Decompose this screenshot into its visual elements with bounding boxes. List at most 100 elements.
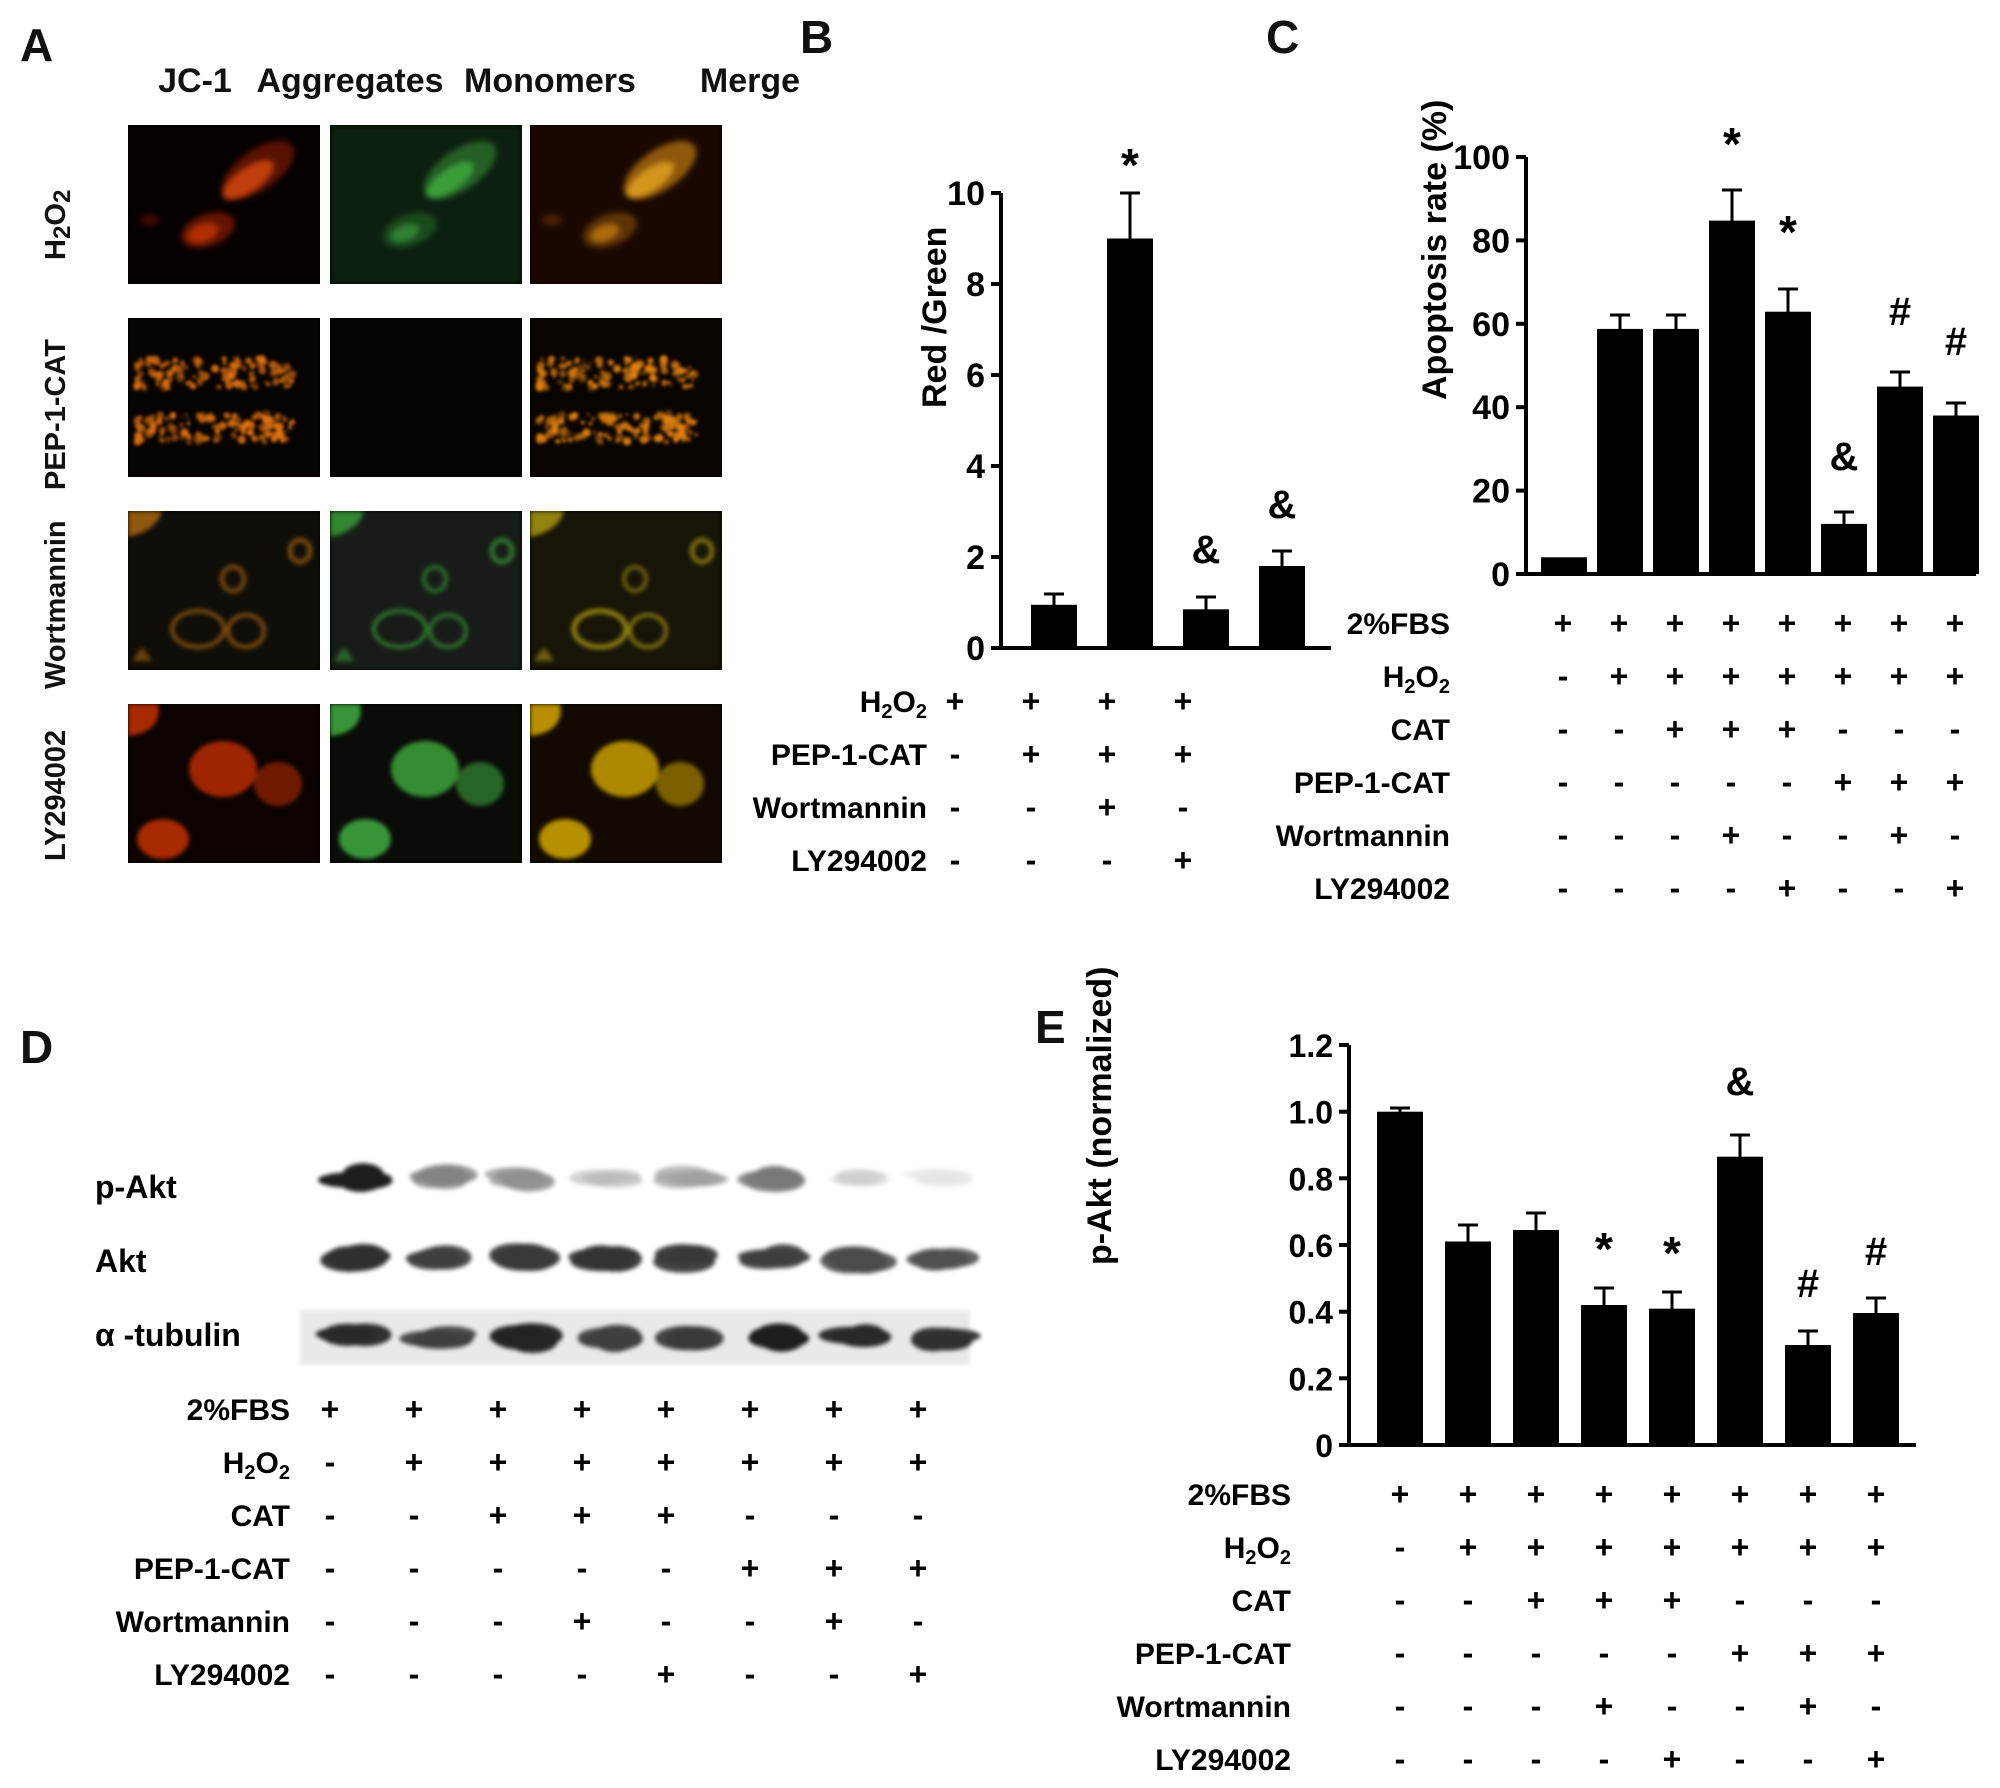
svg-text:-: - — [1531, 1635, 1542, 1671]
svg-text:-: - — [1614, 764, 1625, 800]
svg-text:-: - — [493, 1603, 504, 1639]
svg-text:-: - — [1463, 1741, 1474, 1777]
svg-text:+: + — [1799, 1635, 1818, 1671]
svg-text:+: + — [489, 1391, 508, 1427]
svg-text:+: + — [1946, 658, 1965, 694]
svg-text:-: - — [1838, 817, 1849, 853]
svg-text:-: - — [950, 736, 961, 772]
svg-text:+: + — [657, 1391, 676, 1427]
svg-text:-: - — [1803, 1741, 1814, 1777]
svg-text:-: - — [325, 1603, 336, 1639]
svg-text:*: * — [1779, 206, 1797, 258]
svg-text:+: + — [1890, 605, 1909, 641]
svg-text:CAT: CAT — [1232, 1585, 1291, 1618]
svg-text:Wortmannin: Wortmannin — [753, 792, 927, 825]
svg-text:-: - — [577, 1656, 588, 1692]
svg-text:+: + — [1834, 764, 1853, 800]
svg-text:+: + — [1799, 1688, 1818, 1724]
svg-text:4: 4 — [966, 448, 985, 486]
svg-text:0.2: 0.2 — [1289, 1361, 1333, 1397]
svg-text:-: - — [1463, 1688, 1474, 1724]
svg-text:-: - — [1395, 1582, 1406, 1618]
svg-text:+: + — [1527, 1582, 1546, 1618]
svg-text:-: - — [661, 1603, 672, 1639]
svg-text:+: + — [657, 1656, 676, 1692]
svg-text:+: + — [1867, 1529, 1886, 1565]
svg-text:-: - — [409, 1603, 420, 1639]
svg-text:+: + — [825, 1444, 844, 1480]
svg-text:+: + — [1799, 1529, 1818, 1565]
svg-text:CAT: CAT — [231, 1500, 290, 1533]
svg-text:+: + — [1722, 711, 1741, 747]
svg-text:+: + — [1778, 870, 1797, 906]
svg-text:&: & — [1726, 1060, 1755, 1104]
svg-text:*: * — [1121, 139, 1139, 191]
svg-text:-: - — [1726, 764, 1737, 800]
svg-text:#: # — [1865, 1230, 1887, 1274]
svg-text:-: - — [661, 1550, 672, 1586]
svg-text:+: + — [1174, 736, 1193, 772]
svg-text:-: - — [913, 1603, 924, 1639]
svg-text:*: * — [1595, 1223, 1613, 1275]
svg-text:-: - — [1735, 1741, 1746, 1777]
svg-text:LY294002: LY294002 — [154, 1659, 290, 1692]
svg-text:+: + — [573, 1391, 592, 1427]
svg-text:+: + — [1946, 870, 1965, 906]
svg-text:10: 10 — [947, 175, 985, 213]
svg-text:2: 2 — [966, 539, 985, 577]
svg-text:+: + — [1459, 1476, 1478, 1512]
svg-text:+: + — [1731, 1529, 1750, 1565]
svg-text:PEP-1-CAT: PEP-1-CAT — [1294, 767, 1450, 800]
svg-text:PEP-1-CAT: PEP-1-CAT — [771, 739, 927, 772]
svg-text:+: + — [1595, 1476, 1614, 1512]
svg-text:-: - — [1463, 1582, 1474, 1618]
svg-text:-: - — [1026, 789, 1037, 825]
svg-text:+: + — [657, 1497, 676, 1533]
svg-text:+: + — [1554, 605, 1573, 641]
svg-text:H2O2: H2O2 — [223, 1447, 290, 1484]
svg-text:+: + — [1799, 1476, 1818, 1512]
svg-text:-: - — [1395, 1529, 1406, 1565]
svg-text:+: + — [1022, 683, 1041, 719]
svg-text:+: + — [1666, 605, 1685, 641]
svg-text:+: + — [489, 1497, 508, 1533]
svg-text:0.4: 0.4 — [1289, 1295, 1334, 1331]
svg-text:-: - — [1782, 817, 1793, 853]
svg-text:-: - — [829, 1497, 840, 1533]
svg-text:-: - — [1950, 711, 1961, 747]
svg-text:+: + — [1391, 1476, 1410, 1512]
svg-text:+: + — [573, 1497, 592, 1533]
svg-text:0: 0 — [966, 630, 985, 668]
svg-text:+: + — [1098, 789, 1117, 825]
svg-text:80: 80 — [1472, 222, 1510, 260]
svg-text:+: + — [1663, 1582, 1682, 1618]
svg-text:+: + — [909, 1656, 928, 1692]
svg-text:+: + — [1098, 736, 1117, 772]
svg-text:+: + — [405, 1444, 424, 1480]
svg-text:-: - — [1599, 1635, 1610, 1671]
svg-text:-: - — [1667, 1688, 1678, 1724]
svg-text:+: + — [1663, 1476, 1682, 1512]
svg-text:+: + — [1890, 658, 1909, 694]
svg-text:+: + — [741, 1391, 760, 1427]
svg-text:-: - — [325, 1497, 336, 1533]
svg-text:+: + — [825, 1391, 844, 1427]
svg-text:-: - — [493, 1550, 504, 1586]
svg-text:-: - — [1599, 1741, 1610, 1777]
svg-text:-: - — [1894, 870, 1905, 906]
svg-text:-: - — [1102, 842, 1113, 878]
svg-text:+: + — [1834, 658, 1853, 694]
svg-text:-: - — [577, 1550, 588, 1586]
svg-text:LY294002: LY294002 — [791, 845, 927, 878]
svg-text:-: - — [1026, 842, 1037, 878]
svg-text:LY294002: LY294002 — [1314, 873, 1450, 906]
svg-text:PEP-1-CAT: PEP-1-CAT — [134, 1553, 290, 1586]
svg-text:+: + — [1867, 1476, 1886, 1512]
svg-text:+: + — [321, 1391, 340, 1427]
svg-text:-: - — [1558, 764, 1569, 800]
svg-text:+: + — [1022, 736, 1041, 772]
svg-text:-: - — [1614, 817, 1625, 853]
svg-text:+: + — [1595, 1529, 1614, 1565]
svg-text:+: + — [1834, 605, 1853, 641]
svg-text:+: + — [909, 1444, 928, 1480]
